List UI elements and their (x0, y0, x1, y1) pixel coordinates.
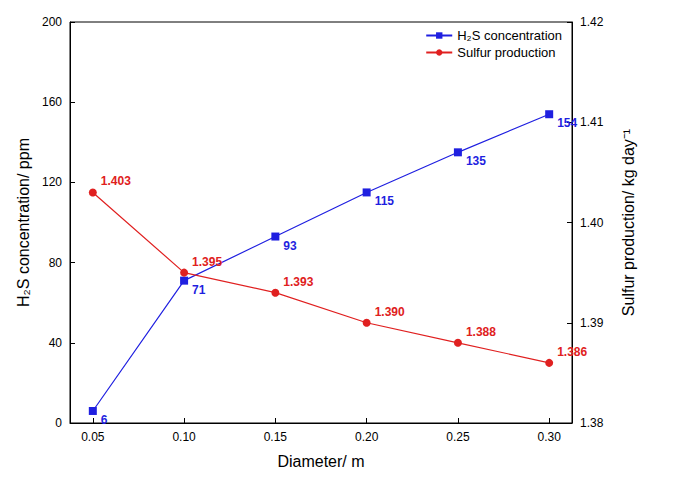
svg-text:40: 40 (49, 336, 63, 350)
svg-text:1.40: 1.40 (580, 216, 604, 230)
svg-text:1.395: 1.395 (192, 255, 222, 269)
svg-text:Diameter/ m: Diameter/ m (277, 453, 364, 470)
svg-text:1.39: 1.39 (580, 316, 604, 330)
svg-text:H₂S concentration: H₂S concentration (457, 28, 562, 43)
svg-text:0.25: 0.25 (446, 430, 470, 444)
svg-text:1.388: 1.388 (466, 325, 496, 339)
svg-text:160: 160 (42, 95, 62, 109)
svg-text:1.403: 1.403 (101, 174, 131, 188)
svg-text:135: 135 (466, 154, 486, 168)
svg-text:6: 6 (101, 413, 108, 427)
svg-text:0.10: 0.10 (172, 430, 196, 444)
svg-text:1.386: 1.386 (557, 345, 587, 359)
svg-text:120: 120 (42, 175, 62, 189)
svg-text:0.30: 0.30 (538, 430, 562, 444)
svg-text:200: 200 (42, 15, 62, 29)
svg-text:1.38: 1.38 (580, 416, 604, 430)
svg-text:Sulfur production: Sulfur production (457, 45, 555, 60)
svg-text:71: 71 (192, 283, 206, 297)
svg-text:1.390: 1.390 (375, 305, 405, 319)
svg-text:1.41: 1.41 (580, 115, 604, 129)
svg-text:Sulfur production/ kg day⁻¹: Sulfur production/ kg day⁻¹ (620, 129, 637, 316)
svg-text:0: 0 (55, 416, 62, 430)
svg-text:0.20: 0.20 (355, 430, 379, 444)
svg-text:0.15: 0.15 (264, 430, 288, 444)
svg-text:154: 154 (557, 116, 577, 130)
svg-text:93: 93 (283, 239, 297, 253)
svg-text:1.393: 1.393 (283, 275, 313, 289)
svg-text:115: 115 (375, 194, 395, 208)
svg-text:1.42: 1.42 (580, 15, 604, 29)
svg-text:H₂S concentration/ ppm: H₂S concentration/ ppm (15, 138, 32, 307)
svg-text:0.05: 0.05 (81, 430, 105, 444)
svg-text:80: 80 (49, 256, 63, 270)
